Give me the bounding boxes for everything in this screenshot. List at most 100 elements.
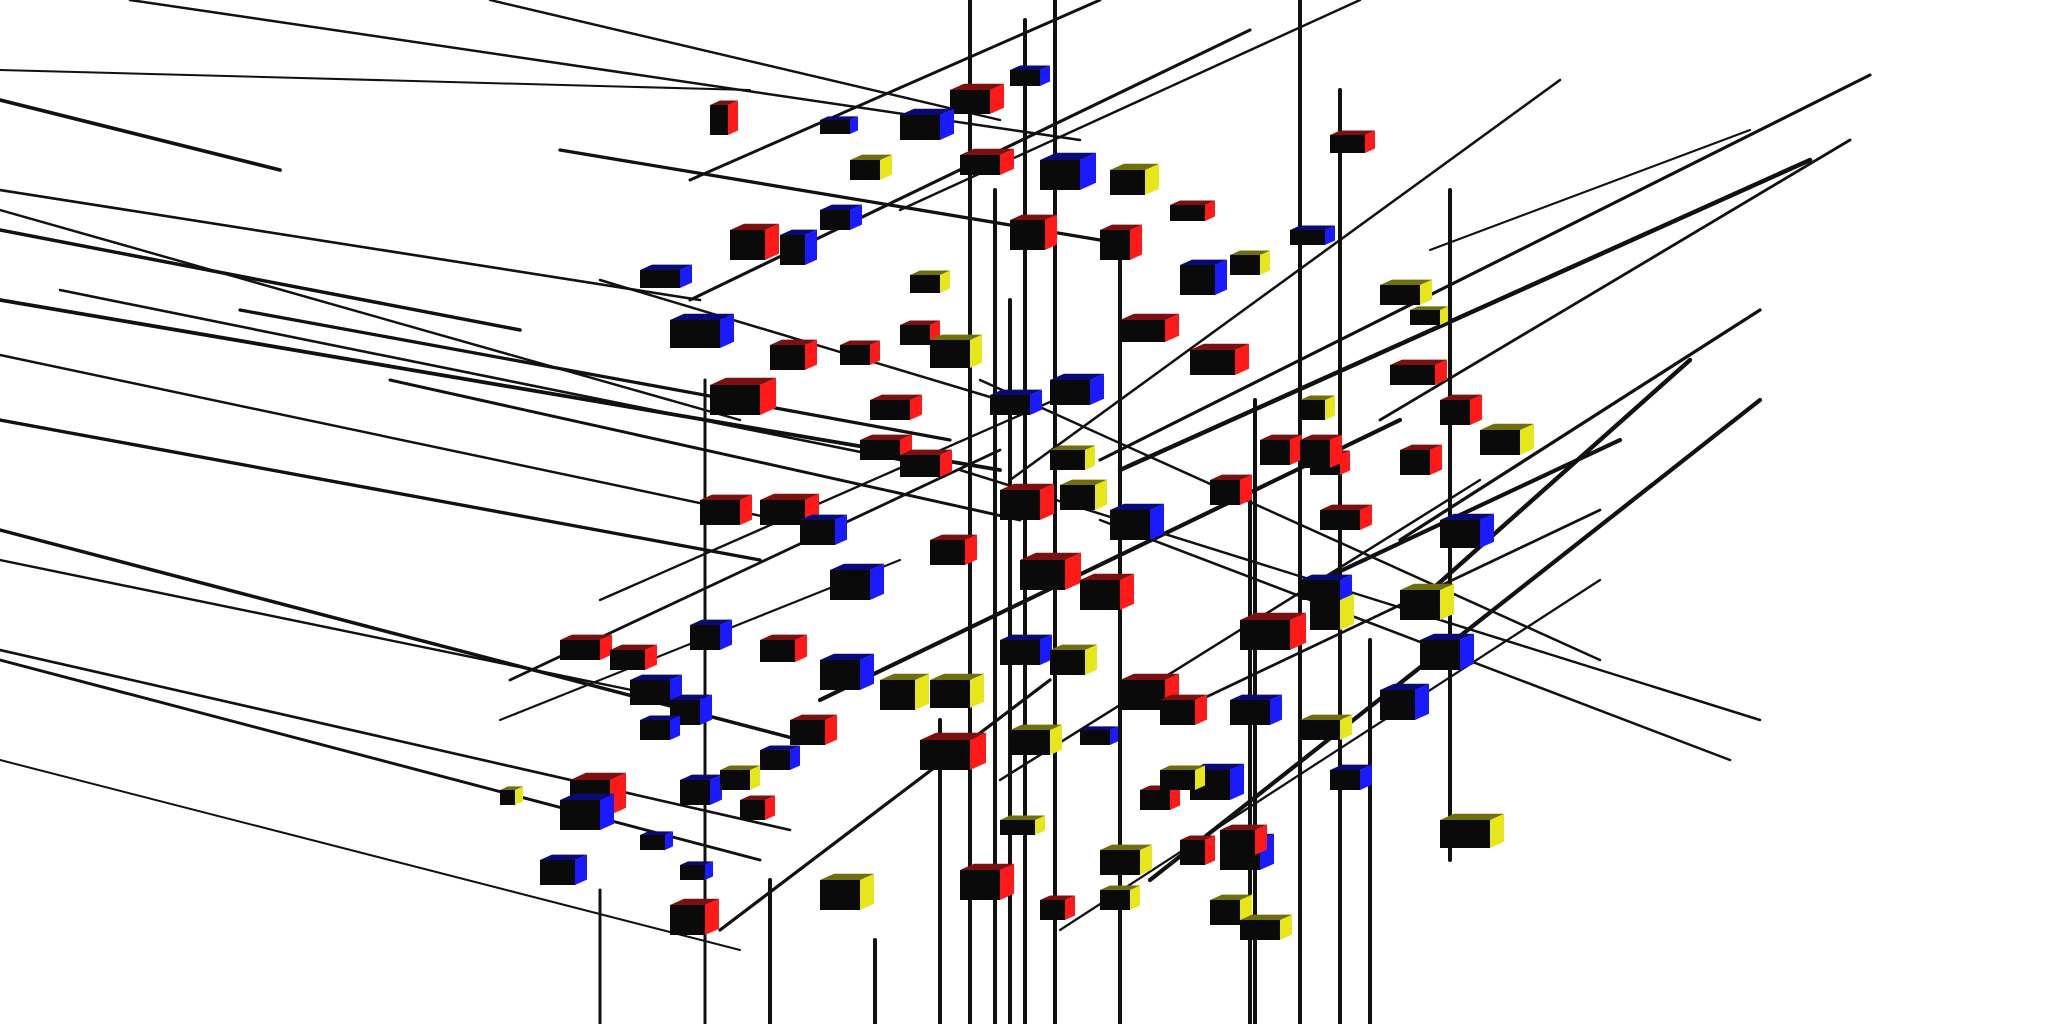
lattice-box-blue bbox=[1080, 726, 1118, 745]
lattice-box-blue bbox=[900, 108, 954, 140]
lattice-box-blue bbox=[680, 861, 713, 880]
lattice-box-blue bbox=[1180, 259, 1227, 295]
lattice-box-blue bbox=[670, 313, 734, 348]
lattice-box-yellow bbox=[880, 673, 929, 710]
lattice-box-blue bbox=[680, 774, 722, 805]
lattice-line bbox=[1117, 157, 1813, 473]
lattice-box-red bbox=[1260, 434, 1302, 465]
lattice-box-red bbox=[710, 377, 776, 415]
lattice-box-yellow bbox=[850, 154, 892, 180]
lattice-box-yellow bbox=[1240, 914, 1292, 940]
lattice-box-yellow bbox=[1010, 724, 1062, 755]
lattice-line bbox=[488, 0, 1002, 122]
lattice-box-blue bbox=[1420, 633, 1474, 670]
lattice-box-blue bbox=[1440, 513, 1494, 548]
lattice-box-blue bbox=[560, 793, 614, 830]
lattice-box-blue bbox=[1050, 373, 1104, 405]
lattice-box-yellow bbox=[930, 334, 982, 368]
lattice-box-red bbox=[1040, 895, 1075, 920]
lattice-line bbox=[0, 418, 762, 562]
lattice-box-blue bbox=[760, 745, 800, 770]
lattice-box-yellow bbox=[500, 786, 523, 805]
lattice-line bbox=[1008, 78, 1562, 482]
lattice-box-yellow bbox=[1440, 813, 1504, 848]
lattice-box-red bbox=[670, 898, 719, 935]
lattice-box-red bbox=[1100, 224, 1142, 260]
lattice-box-red bbox=[1300, 434, 1342, 468]
lattice-line bbox=[0, 658, 762, 862]
lattice-box-red bbox=[610, 644, 657, 670]
lattice-box-red bbox=[1160, 694, 1207, 725]
lattice-box-yellow bbox=[1060, 479, 1107, 510]
lattice-box-blue bbox=[1010, 65, 1050, 86]
lattice-box-red bbox=[1120, 313, 1179, 342]
lattice-box-red bbox=[760, 634, 807, 662]
lattice-box-blue bbox=[670, 694, 712, 725]
lattice-box-red bbox=[950, 83, 1004, 114]
lattice-box-blue bbox=[1110, 503, 1164, 540]
lattice-box-red bbox=[770, 339, 817, 370]
lattice-box-yellow bbox=[820, 873, 874, 910]
lattice-box-red bbox=[1220, 824, 1267, 855]
lattice-box-red bbox=[710, 100, 738, 135]
lattice-box-yellow bbox=[1050, 644, 1097, 675]
lattice-box-blue bbox=[1380, 683, 1429, 720]
lattice-box-red bbox=[1170, 200, 1215, 221]
lattice-box-yellow bbox=[1100, 844, 1152, 875]
lattice-line bbox=[0, 298, 1002, 472]
lattice-boxes-layer bbox=[500, 65, 1534, 940]
lattice-box-red bbox=[700, 494, 752, 525]
lattice-box-red bbox=[1210, 474, 1252, 505]
lattice-line bbox=[1058, 578, 1602, 932]
lattice-box-blue bbox=[990, 389, 1042, 415]
lattice-box-red bbox=[730, 223, 779, 260]
lattice-box-blue bbox=[820, 116, 858, 134]
lattice-box-red bbox=[1080, 573, 1134, 610]
lattice-line bbox=[0, 208, 742, 422]
lattice-line bbox=[688, 0, 1102, 182]
lattice-box-yellow bbox=[1480, 423, 1534, 455]
lattice-box-blue bbox=[820, 204, 862, 230]
lattice-box-yellow bbox=[1410, 306, 1448, 325]
lattice-line bbox=[1428, 128, 1752, 252]
lattice-box-blue bbox=[1000, 634, 1052, 665]
lattice-box-blue bbox=[1300, 574, 1352, 600]
lattice-line bbox=[0, 353, 782, 522]
lattice-box-blue bbox=[800, 514, 847, 545]
lattice-box-yellow bbox=[1000, 815, 1045, 835]
lattice-line bbox=[0, 68, 752, 92]
lattice-box-yellow bbox=[1300, 395, 1335, 420]
lattice-box-blue bbox=[1230, 694, 1282, 725]
lattice-box-yellow bbox=[910, 270, 950, 293]
lattice-line bbox=[1098, 518, 1732, 762]
lattice-box-red bbox=[920, 732, 986, 770]
lattice-box-blue bbox=[640, 831, 673, 850]
lattice-box-blue bbox=[640, 264, 692, 288]
lattice-line bbox=[958, 468, 1762, 722]
lattice-box-blue bbox=[780, 229, 817, 265]
lattice-box-red bbox=[1180, 835, 1215, 865]
lattice-box-red bbox=[1020, 552, 1081, 590]
lattice-box-red bbox=[1010, 214, 1057, 250]
lattice-box-red bbox=[930, 534, 977, 565]
lattice-line bbox=[598, 378, 1102, 602]
lattice-box-red bbox=[860, 434, 912, 460]
lattice-line bbox=[238, 308, 952, 442]
lattice-box-blue bbox=[540, 854, 587, 885]
lattice-box-yellow bbox=[1050, 445, 1095, 470]
lattice-box-yellow bbox=[1380, 279, 1432, 305]
lattice-box-blue bbox=[640, 715, 680, 740]
lattice-box-blue bbox=[690, 619, 732, 650]
lattice-box-red bbox=[960, 148, 1014, 175]
lattice-line bbox=[0, 98, 282, 172]
lattice-line bbox=[1398, 308, 1762, 542]
lattice-box-blue bbox=[820, 653, 874, 690]
lattice-box-yellow bbox=[720, 765, 760, 790]
lattice-box-yellow bbox=[1400, 583, 1454, 620]
lattice-box-yellow bbox=[1230, 250, 1270, 275]
lattice-box-red bbox=[740, 795, 775, 820]
lattice-line bbox=[1098, 73, 1872, 462]
lattice-box-blue bbox=[1040, 152, 1096, 190]
